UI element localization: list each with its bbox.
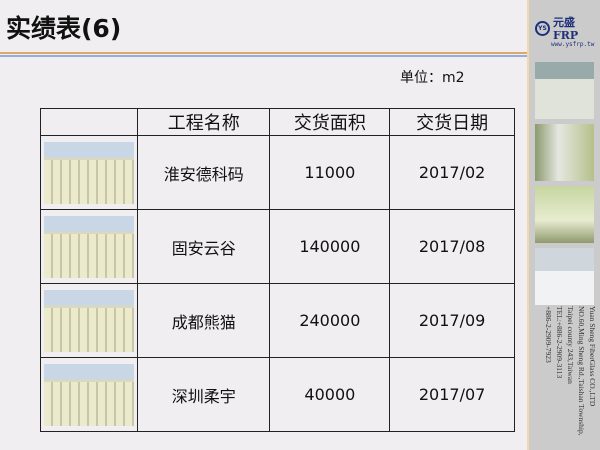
slide-title: 实绩表(6) [6,14,122,43]
header-photo [40,108,138,136]
project-photo [43,141,134,204]
project-photo [43,215,134,278]
delivery-area: 40000 [269,357,391,432]
logo-icon: YS [535,21,550,36]
project-photo [43,363,134,426]
delivery-date: 2017/08 [389,209,515,284]
address-line: Taipei county 243,Taiwan [566,306,575,384]
company-logo: YS 元盛FRP [535,16,600,42]
table-row: 成都熊猫 240000 2017/09 [40,283,515,358]
logo-name: 元盛FRP [552,15,579,42]
title-divider-blue [0,55,527,57]
unit-label: 单位：m2 [400,70,465,86]
header-date: 交货日期 [389,108,515,136]
performance-table: 工程名称 交货面积 交货日期 淮安德科码 11000 2017/02 固安云谷 … [40,108,515,432]
delivery-area: 11000 [269,135,391,210]
sidebar-photo [535,186,594,243]
header-area: 交货面积 [269,108,391,136]
address-line: +886-2-2909-7923 [544,306,553,363]
address-line: NO.60,Ming Sheng Rd.,Taishan Township, [577,306,586,436]
project-name: 深圳柔宇 [136,357,271,432]
company-address: Yuan Sheng FiberGlass CO.,LTD NO.60,Ming… [538,306,598,448]
table-row: 深圳柔宇 40000 2017/07 [40,357,515,432]
sidebar-photo [535,124,594,181]
project-name: 固安云谷 [136,209,271,284]
table-row: 固安云谷 140000 2017/08 [40,209,515,284]
table-header: 工程名称 交货面积 交货日期 [40,108,515,136]
delivery-date: 2017/02 [389,135,515,210]
delivery-date: 2017/09 [389,283,515,358]
project-name: 成都熊猫 [136,283,271,358]
delivery-area: 240000 [269,283,391,358]
delivery-area: 140000 [269,209,391,284]
project-photo [43,289,134,352]
delivery-date: 2017/07 [389,357,515,432]
address-line: Yuan Sheng FiberGlass CO.,LTD [588,306,597,407]
sidebar-photo [535,62,594,119]
address-line: TEL:+886-2-2909-3113 [555,306,564,379]
table-row: 淮安德科码 11000 2017/02 [40,135,515,210]
header-project: 工程名称 [136,108,271,136]
title-divider [0,52,527,54]
sidebar-photo [535,248,594,305]
project-name: 淮安德科码 [136,135,271,210]
logo-url: www.ysfrp.tw [551,41,595,48]
